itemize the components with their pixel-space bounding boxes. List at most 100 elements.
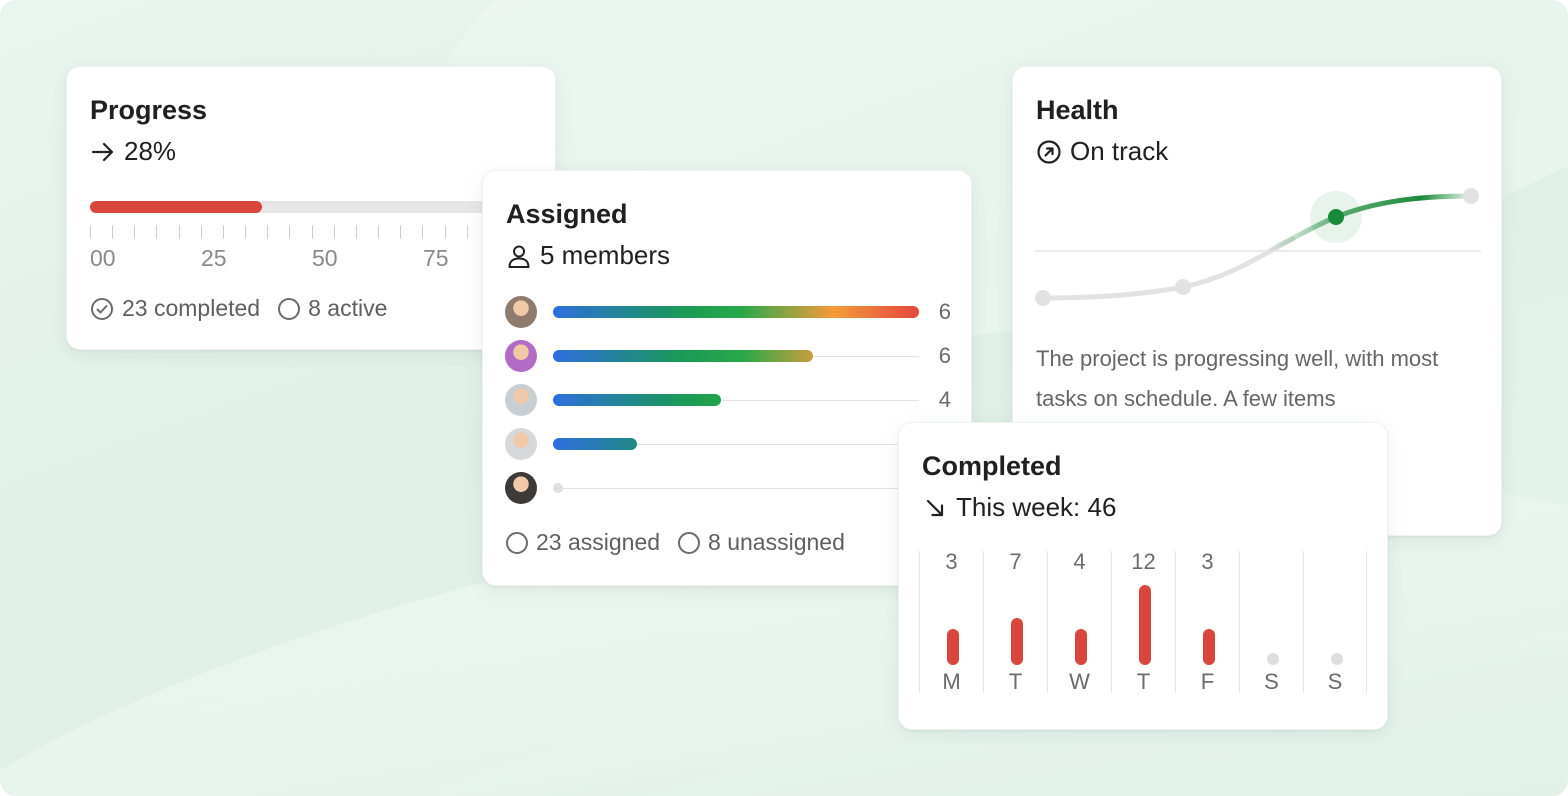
member-bar-fill — [553, 438, 638, 450]
day-label: M — [942, 669, 961, 694]
avatar[interactable] — [505, 428, 537, 460]
day-column: 12 T — [1111, 549, 1175, 694]
unassigned-count: 8 unassigned — [708, 529, 845, 555]
day-value: 12 — [1131, 549, 1156, 574]
day-bar — [947, 629, 959, 665]
day-empty-dot — [1331, 653, 1343, 665]
member-task-count: 6 — [938, 299, 951, 324]
completed-card[interactable]: Completed This week: 46 3 M 7 T 4 W 12 T 3 F S S — [898, 422, 1388, 730]
scale-label-75: 75 — [423, 245, 449, 271]
health-title: Health — [1036, 95, 1119, 125]
health-status-row: On track — [1036, 136, 1478, 167]
assigned-stat: 23 assigned — [506, 529, 660, 556]
progress-tick — [400, 225, 402, 239]
circle-icon — [678, 531, 701, 554]
day-label: F — [1200, 669, 1215, 694]
scale-label-25: 25 — [201, 245, 227, 271]
member-bar — [553, 438, 919, 450]
progress-card[interactable]: Progress 28% 00 25 50 75 23 completed — [66, 66, 556, 350]
active-stat: 8 active — [278, 295, 387, 322]
members-row: 5 members — [506, 240, 948, 271]
progress-footer: 23 completed 8 active — [90, 295, 387, 322]
active-count: 8 active — [308, 295, 388, 321]
health-description: The project is progressing well, with mo… — [1036, 346, 1439, 411]
avatar[interactable] — [505, 472, 537, 504]
member-bar — [553, 350, 919, 362]
progress-tick — [178, 225, 180, 239]
health-status: On track — [1070, 136, 1169, 166]
day-column: S — [1303, 551, 1367, 694]
progress-tick — [222, 225, 224, 239]
progress-tick — [156, 225, 158, 239]
member-bar-track — [553, 487, 919, 489]
day-label: S — [1327, 669, 1343, 694]
arrow-right-icon — [91, 142, 114, 161]
progress-tick — [378, 225, 380, 239]
scale-label-0: 00 — [90, 245, 116, 271]
completed-count: 23 completed — [122, 295, 261, 321]
avatar[interactable] — [505, 384, 537, 416]
avatar[interactable] — [505, 340, 537, 372]
progress-tick — [466, 225, 468, 239]
member-bar-track — [553, 443, 919, 445]
user-icon — [508, 245, 530, 268]
progress-tick — [355, 225, 357, 239]
check-circle-icon — [91, 297, 113, 320]
day-empty-dot — [1267, 653, 1279, 665]
assigned-card[interactable]: Assigned 5 members 6 6 4 23 assigned 8 una… — [482, 170, 972, 586]
member-row[interactable] — [505, 471, 951, 505]
member-bar-track — [553, 399, 919, 401]
circle-icon — [278, 297, 301, 320]
scale-label-50: 50 — [312, 245, 338, 271]
day-value: 4 — [1073, 549, 1086, 574]
completed-title: Completed — [922, 451, 1062, 481]
progress-bar — [90, 201, 510, 213]
assigned-count: 23 assigned — [536, 529, 661, 555]
member-bar-fill — [553, 394, 722, 406]
member-row[interactable]: 4 — [505, 383, 951, 417]
member-row[interactable]: 6 — [505, 339, 951, 373]
health-trend-gray — [1040, 236, 1296, 301]
member-task-count: 6 — [938, 343, 951, 368]
progress-percent: 28% — [124, 136, 177, 166]
progress-tick — [311, 225, 313, 239]
health-point-start — [1035, 290, 1051, 306]
progress-tick — [289, 225, 291, 239]
member-task-count: 4 — [938, 387, 951, 412]
day-label: T — [1136, 669, 1151, 694]
unassigned-stat: 8 unassigned — [678, 529, 845, 556]
week-row: This week: 46 — [922, 492, 1364, 523]
progress-tick — [112, 225, 114, 239]
progress-tick — [444, 225, 446, 239]
arrow-down-right-icon — [926, 499, 944, 516]
progress-tick — [333, 225, 335, 239]
day-value: 3 — [945, 549, 958, 574]
day-column: S — [1239, 551, 1303, 694]
week-total: This week: 46 — [956, 492, 1117, 522]
member-row[interactable] — [505, 427, 951, 461]
arrow-up-right-circle-icon — [1037, 139, 1061, 164]
health-trend-green — [1268, 193, 1474, 252]
member-bar-fill — [553, 306, 919, 318]
health-point-current — [1328, 209, 1344, 225]
day-label: S — [1264, 669, 1279, 694]
weekly-bar-chart: 3 M 7 T 4 W 12 T 3 F S S — [919, 549, 1367, 694]
progress-tick — [267, 225, 269, 239]
member-row[interactable]: 6 — [505, 295, 951, 329]
avatar[interactable] — [505, 296, 537, 328]
progress-tick — [134, 225, 136, 239]
circle-icon — [506, 531, 528, 554]
assigned-footer: 23 assigned 8 unassigned — [506, 529, 845, 556]
progress-value-row: 28% — [90, 136, 532, 167]
assigned-title: Assigned — [506, 199, 628, 229]
member-bar — [553, 306, 919, 318]
day-label: W — [1069, 669, 1090, 694]
health-trend-chart — [1035, 188, 1481, 306]
health-point-mid — [1175, 279, 1191, 295]
progress-bar-fill — [90, 201, 262, 213]
health-point-end — [1463, 188, 1479, 204]
